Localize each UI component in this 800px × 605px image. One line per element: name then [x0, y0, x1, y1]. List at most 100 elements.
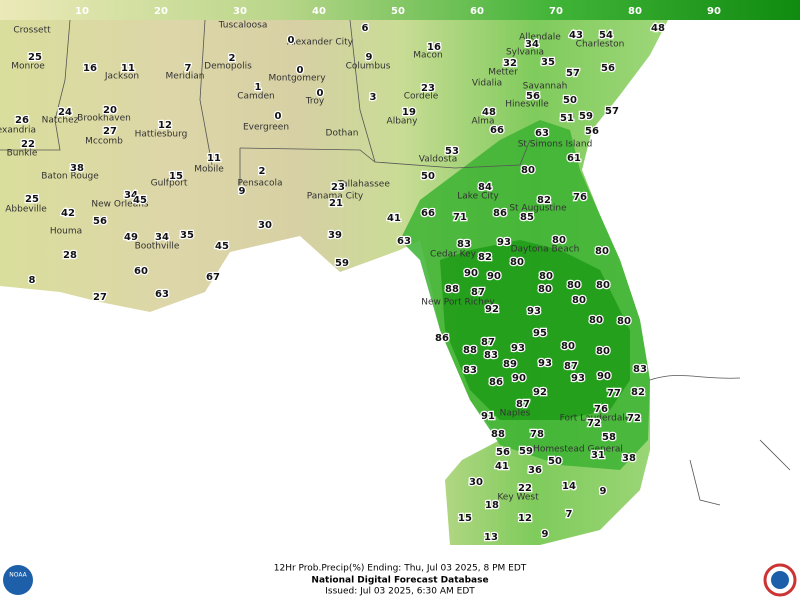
forecast-value: 80 — [589, 315, 603, 326]
forecast-value: 9 — [239, 186, 246, 197]
forecast-value: 58 — [602, 432, 616, 443]
forecast-value: 72 — [587, 418, 601, 429]
city-label: New Orleans — [91, 200, 149, 210]
forecast-value: 22 — [518, 483, 532, 494]
city-label: Tuscaloosa — [218, 21, 268, 31]
forecast-value: 0 — [288, 35, 295, 46]
city-label: Natchez — [42, 116, 79, 126]
forecast-value: 28 — [63, 250, 77, 261]
city-label: Boothville — [135, 242, 180, 252]
forecast-value: 57 — [605, 106, 619, 117]
forecast-value: 50 — [421, 171, 435, 182]
city-label: Alma — [472, 117, 495, 127]
forecast-value: 89 — [503, 359, 517, 370]
forecast-value: 8 — [29, 275, 36, 286]
forecast-value: 90 — [597, 371, 611, 382]
forecast-value: 22 — [21, 139, 35, 150]
forecast-value: 43 — [569, 30, 583, 41]
forecast-value: 86 — [493, 208, 507, 219]
forecast-value: 59 — [519, 446, 533, 457]
forecast-value: 86 — [489, 377, 503, 388]
colorbar-tick: 50 — [391, 6, 405, 17]
forecast-value: 50 — [563, 95, 577, 106]
city-label: Homestead General — [533, 445, 623, 455]
forecast-value: 84 — [478, 182, 492, 193]
city-label: Jackson — [104, 72, 139, 82]
city-label: Montgomery — [268, 74, 326, 84]
forecast-value: 12 — [158, 120, 172, 131]
forecast-value: 63 — [155, 289, 169, 300]
state-border — [454, 139, 531, 169]
nws-logo-inner — [771, 571, 789, 589]
forecast-value: 80 — [538, 284, 552, 295]
colorbar-tick: 60 — [470, 6, 484, 17]
colorbar — [0, 0, 800, 20]
colorbar-tick: 10 — [75, 6, 89, 17]
forecast-value: 16 — [427, 42, 441, 53]
city-label: Gulfport — [151, 179, 188, 189]
city-label: Panama City — [307, 192, 364, 202]
islands — [649, 375, 791, 506]
forecast-value: 7 — [185, 63, 192, 74]
colorbar-tick: 20 — [154, 6, 168, 17]
forecast-value: 14 — [562, 481, 576, 492]
city-label: Daytona Beach — [511, 245, 580, 255]
forecast-value: 45 — [133, 195, 147, 206]
forecast-value: 59 — [335, 258, 349, 269]
forecast-value: 76 — [594, 404, 608, 415]
forecast-value: 80 — [596, 346, 610, 357]
city-label: Sylvania — [506, 48, 544, 58]
forecast-value: 41 — [387, 213, 401, 224]
colorbar-tick: 30 — [233, 6, 247, 17]
city-label: Baton Rouge — [41, 172, 99, 182]
logo-text: NOAA — [9, 572, 27, 579]
forecast-value: 63 — [535, 128, 549, 139]
forecast-value: 0 — [275, 111, 282, 122]
city-label: Tallahassee — [337, 180, 390, 190]
forecast-value: 7 — [566, 509, 573, 520]
city-label: Metter — [488, 68, 518, 78]
forecast-value: 24 — [58, 107, 72, 118]
forecast-value: 0 — [297, 65, 304, 76]
city-label: Houma — [50, 227, 82, 237]
city-label: Albany — [387, 117, 419, 127]
city-label: Columbus — [346, 62, 391, 72]
forecast-value: 54 — [599, 30, 613, 41]
forecast-value: 53 — [445, 146, 459, 157]
forecast-value: 61 — [567, 153, 581, 164]
city-label: Crossett — [13, 26, 51, 36]
forecast-value: 72 — [627, 413, 641, 424]
forecast-value: 76 — [573, 192, 587, 203]
city-label: Savannah — [523, 82, 568, 92]
forecast-value: 80 — [552, 235, 566, 246]
forecast-value: 1 — [255, 82, 262, 93]
forecast-value: 34 — [525, 39, 539, 50]
forecast-value: 80 — [539, 271, 553, 282]
forecast-value: 41 — [495, 461, 509, 472]
forecast-value: 63 — [397, 236, 411, 247]
forecast-value: 20 — [103, 105, 117, 116]
forecast-value: 23 — [421, 83, 435, 94]
forecast-value: 50 — [548, 456, 562, 467]
forecast-value: 80 — [521, 165, 535, 176]
city-label: New Port Richey — [421, 298, 495, 308]
forecast-value: 11 — [207, 153, 221, 164]
forecast-value: 49 — [124, 232, 138, 243]
city-label: Abbeville — [5, 205, 47, 215]
forecast-value: 80 — [510, 257, 524, 268]
forecast-value: 16 — [83, 63, 97, 74]
city-label: Meridian — [166, 72, 205, 82]
forecast-value: 86 — [435, 333, 449, 344]
forecast-value: 95 — [533, 328, 547, 339]
forecast-value: 90 — [487, 271, 501, 282]
forecast-value: 80 — [567, 280, 581, 291]
forecast-value: 30 — [258, 220, 272, 231]
footer-line1: 12Hr Prob.Precip(%) Ending: Thu, Jul 03 … — [274, 564, 527, 574]
forecast-value: 45 — [215, 241, 229, 252]
forecast-value: 42 — [61, 208, 75, 219]
forecast-value: 56 — [585, 126, 599, 137]
forecast-value: 93 — [511, 343, 525, 354]
city-label: Mobile — [194, 165, 224, 175]
forecast-value: 25 — [28, 52, 42, 63]
